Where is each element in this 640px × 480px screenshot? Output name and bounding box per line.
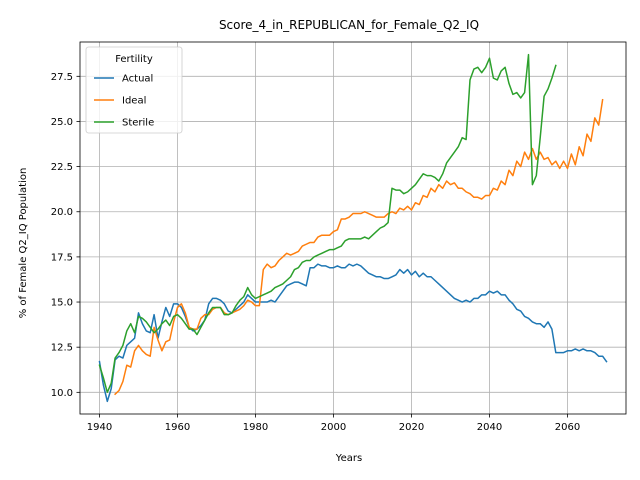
x-tick-label: 1940 [87, 422, 112, 433]
grid [80, 42, 626, 414]
y-tick-label: 22.5 [51, 162, 73, 173]
x-tick-label: 1980 [243, 422, 268, 433]
x-axis-label: Years [335, 453, 362, 464]
x-tick-label: 2040 [477, 422, 502, 433]
chart-title: Score_4_in_REPUBLICAN_for_Female_Q2_IQ [219, 18, 479, 32]
legend-label-actual: Actual [122, 74, 153, 85]
legend-box [85, 46, 183, 134]
series-line-sterile [98, 53, 557, 394]
series-lines [98, 53, 608, 403]
y-tick-label: 17.5 [51, 252, 73, 263]
axis-ticks: 1940 1960 1980 2000 2020 2040 2060 10.0 12.5 15.0… [51, 72, 580, 433]
legend-label-ideal: Ideal [122, 96, 146, 107]
y-tick-label: 15.0 [51, 298, 73, 309]
series-line-ideal [114, 98, 604, 396]
y-tick-label: 10.0 [51, 388, 73, 399]
x-tick-label: 2000 [321, 422, 346, 433]
y-tick-label: 20.0 [51, 207, 73, 218]
series-line-actual [98, 263, 608, 403]
y-tick-label: 27.5 [51, 72, 73, 83]
y-axis-label: % of Female Q2_IQ Population [18, 168, 29, 319]
y-tick-label: 25.0 [51, 117, 73, 128]
x-tick-label: 2020 [399, 422, 424, 433]
plot-frame [79, 41, 627, 415]
y-tick-label: 12.5 [51, 343, 73, 354]
legend-label-sterile: Sterile [122, 118, 154, 129]
legend-title: Fertility [115, 54, 153, 65]
x-tick-label: 1960 [165, 422, 190, 433]
legend: Fertility Actual Ideal Sterile [85, 46, 183, 134]
x-tick-label: 2060 [555, 422, 580, 433]
